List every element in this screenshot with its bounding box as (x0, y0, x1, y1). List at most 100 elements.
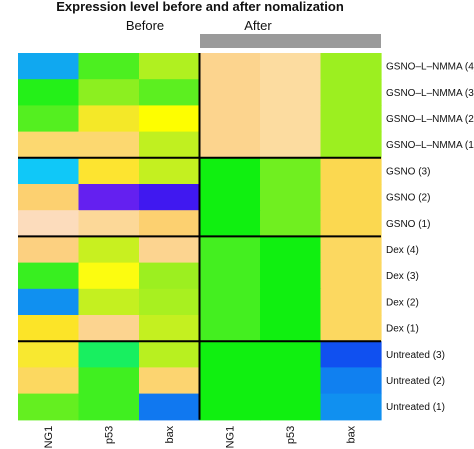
heatmap-cell-r10-c5 (320, 315, 382, 342)
heatmap-cell-r10-c0 (18, 315, 80, 342)
chart-title: Expression level before and after nomali… (56, 0, 344, 14)
row-label: Untreated (3) (386, 350, 445, 361)
heatmap-cell-r6-c3 (199, 210, 261, 237)
heatmap-cell-r0-c5 (320, 53, 382, 80)
row-label: Untreated (1) (386, 402, 445, 413)
column-label: bax (346, 425, 358, 443)
group-dividers (18, 53, 381, 420)
heatmap-cell-r11-c1 (78, 341, 140, 368)
heatmap-cell-r6-c0 (18, 210, 80, 237)
heatmap-cell-r1-c0 (18, 79, 80, 106)
heatmap-cell-r4-c3 (199, 157, 261, 185)
heatmap-cells (18, 53, 382, 421)
heatmap-cell-r13-c4 (260, 393, 322, 421)
heatmap-cell-r7-c0 (18, 236, 80, 264)
heatmap-cell-r9-c3 (199, 288, 261, 316)
heatmap-cell-r12-c4 (260, 367, 322, 395)
heatmap-cell-r3-c3 (199, 131, 261, 159)
heatmap-cell-r2-c5 (320, 105, 382, 133)
heatmap-cell-r5-c5 (320, 184, 382, 211)
heatmap-cell-r1-c4 (260, 79, 322, 106)
row-label: GSNO (1) (386, 219, 430, 230)
heatmap-cell-r6-c2 (139, 210, 201, 237)
heatmap-cell-r4-c2 (139, 157, 201, 185)
heatmap-cell-r11-c0 (18, 341, 80, 368)
row-label: GSNO–L–NMMA (3) (386, 88, 474, 99)
heatmap-cell-r12-c2 (139, 367, 201, 395)
heatmap-cell-r3-c0 (18, 131, 80, 159)
heatmap-cell-r4-c4 (260, 157, 322, 185)
heatmap-cell-r5-c1 (78, 184, 140, 211)
heatmap-cell-r2-c2 (139, 105, 201, 133)
heatmap-cell-r5-c0 (18, 184, 80, 211)
heatmap-cell-r5-c2 (139, 184, 201, 211)
after-group-bar (200, 34, 381, 48)
heatmap-cell-r9-c4 (260, 288, 322, 316)
heatmap-cell-r2-c1 (78, 105, 140, 133)
heatmap-cell-r11-c3 (199, 341, 261, 368)
heatmap-cell-r12-c3 (199, 367, 261, 395)
heatmap-cell-r0-c4 (260, 53, 322, 80)
heatmap-cell-r5-c4 (260, 184, 322, 211)
row-label: GSNO–L–NMMA (1) (386, 140, 474, 151)
row-label: Dex (3) (386, 271, 419, 282)
heatmap-cell-r12-c1 (78, 367, 140, 395)
heatmap-cell-r12-c0 (18, 367, 80, 395)
column-label: p53 (285, 426, 297, 444)
heatmap-cell-r3-c1 (78, 131, 140, 159)
heatmap-cell-r8-c5 (320, 262, 382, 290)
heatmap-cell-r6-c5 (320, 210, 382, 237)
heatmap-cell-r2-c4 (260, 105, 322, 133)
heatmap-cell-r8-c4 (260, 262, 322, 290)
heatmap-cell-r0-c3 (199, 53, 261, 80)
heatmap-cell-r8-c0 (18, 262, 80, 290)
heatmap-cell-r10-c1 (78, 315, 140, 342)
heatmap-cell-r3-c4 (260, 131, 322, 159)
heatmap-cell-r8-c3 (199, 262, 261, 290)
heatmap-cell-r7-c4 (260, 236, 322, 264)
heatmap-cell-r4-c5 (320, 157, 382, 185)
group-label-after: After (244, 18, 272, 33)
heatmap-cell-r0-c0 (18, 53, 80, 80)
heatmap-cell-r4-c1 (78, 157, 140, 185)
row-label: Dex (4) (386, 245, 419, 256)
row-labels: GSNO–L–NMMA (4) GSNO–L–NMMA (3) GSNO–L–NMM… (386, 62, 474, 414)
row-label: Dex (2) (386, 297, 419, 308)
row-label: GSNO (3) (386, 166, 430, 177)
column-label: ING1 (225, 426, 237, 449)
heatmap-cell-r3-c5 (320, 131, 382, 159)
heatmap-cell-r6-c4 (260, 210, 322, 237)
heatmap-cell-r0-c2 (139, 53, 201, 80)
heatmap-cell-r13-c5 (320, 393, 382, 421)
row-label: GSNO–L–NMMA (2) (386, 114, 474, 125)
heatmap-cell-r13-c2 (139, 393, 201, 421)
heatmap-cell-r1-c1 (78, 79, 140, 106)
heatmap-cell-r7-c3 (199, 236, 261, 264)
heatmap-cell-r13-c0 (18, 393, 80, 421)
heatmap-cell-r4-c0 (18, 157, 80, 185)
heatmap-cell-r7-c2 (139, 236, 201, 264)
heatmap-cell-r9-c0 (18, 288, 80, 316)
heatmap-cell-r10-c4 (260, 315, 322, 342)
heatmap-cell-r2-c0 (18, 105, 80, 133)
heatmap-cell-r7-c1 (78, 236, 140, 264)
heatmap-cell-r11-c2 (139, 341, 201, 368)
heatmap-cell-r11-c4 (260, 341, 322, 368)
heatmap-cell-r1-c2 (139, 79, 201, 106)
heatmap-cell-r12-c5 (320, 367, 382, 395)
heatmap-cell-r7-c5 (320, 236, 382, 264)
heatmap-cell-r9-c5 (320, 288, 382, 316)
column-labels: ING1 p53 bax ING1 p53 bax (43, 425, 358, 449)
heatmap-cell-r13-c3 (199, 393, 261, 421)
heatmap-cell-r6-c1 (78, 210, 140, 237)
row-label: Untreated (2) (386, 376, 445, 387)
heatmap-cell-r5-c3 (199, 184, 261, 211)
row-label: GSNO (2) (386, 193, 430, 204)
heatmap-cell-r8-c1 (78, 262, 140, 290)
row-label: Dex (1) (386, 324, 419, 335)
heatmap-cell-r10-c3 (199, 315, 261, 342)
column-label: p53 (104, 426, 116, 444)
heatmap-cell-r3-c2 (139, 131, 201, 159)
column-label: bax (164, 425, 176, 443)
heatmap-cell-r10-c2 (139, 315, 201, 342)
